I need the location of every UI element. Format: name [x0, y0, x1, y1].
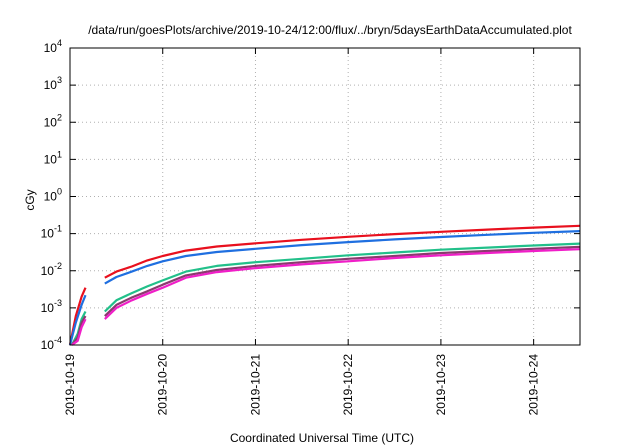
- y-tick-label: 100: [44, 187, 62, 204]
- series-line-3: [104, 242, 581, 313]
- y-axis-label: cGy: [23, 189, 37, 210]
- series-line-2: [104, 230, 581, 285]
- y-tick-label: 10-3: [41, 298, 62, 315]
- y-tick-label: 101: [44, 149, 62, 166]
- x-tick-label: 2019-10-24: [527, 354, 541, 416]
- y-tick-label: 10-2: [41, 261, 62, 278]
- x-tick-label: 2019-10-22: [341, 354, 355, 416]
- series-line-4: [104, 245, 581, 317]
- series-lines: [68, 224, 581, 346]
- series-line-5: [104, 248, 581, 320]
- series-line-5: [71, 318, 87, 346]
- y-tick-label: 10-4: [41, 335, 62, 352]
- y-axis: 10-4 10-3 10-2 10-1 100 101 102 103 104: [41, 38, 580, 352]
- series-line-2: [68, 294, 87, 346]
- chart-title: /data/run/goesPlots/archive/2019-10-24/1…: [88, 23, 572, 37]
- y-tick-label: 10-1: [41, 224, 62, 241]
- x-axis-label: Coordinated Universal Time (UTC): [230, 431, 414, 445]
- x-tick-label: 2019-10-19: [63, 354, 77, 416]
- x-tick-label: 2019-10-23: [434, 354, 448, 416]
- y-tick-label: 103: [44, 75, 62, 92]
- series-line-4: [71, 315, 87, 346]
- x-tick-label: 2019-10-20: [156, 354, 170, 416]
- x-tick-label: 2019-10-21: [248, 354, 262, 416]
- y-tick-label: 102: [44, 112, 62, 129]
- series-line-1: [104, 224, 581, 279]
- grid-lines: [70, 48, 580, 345]
- x-axis: 2019-10-19 2019-10-20 2019-10-21 2019-10-22…: [63, 48, 541, 415]
- y-tick-label: 104: [44, 38, 62, 55]
